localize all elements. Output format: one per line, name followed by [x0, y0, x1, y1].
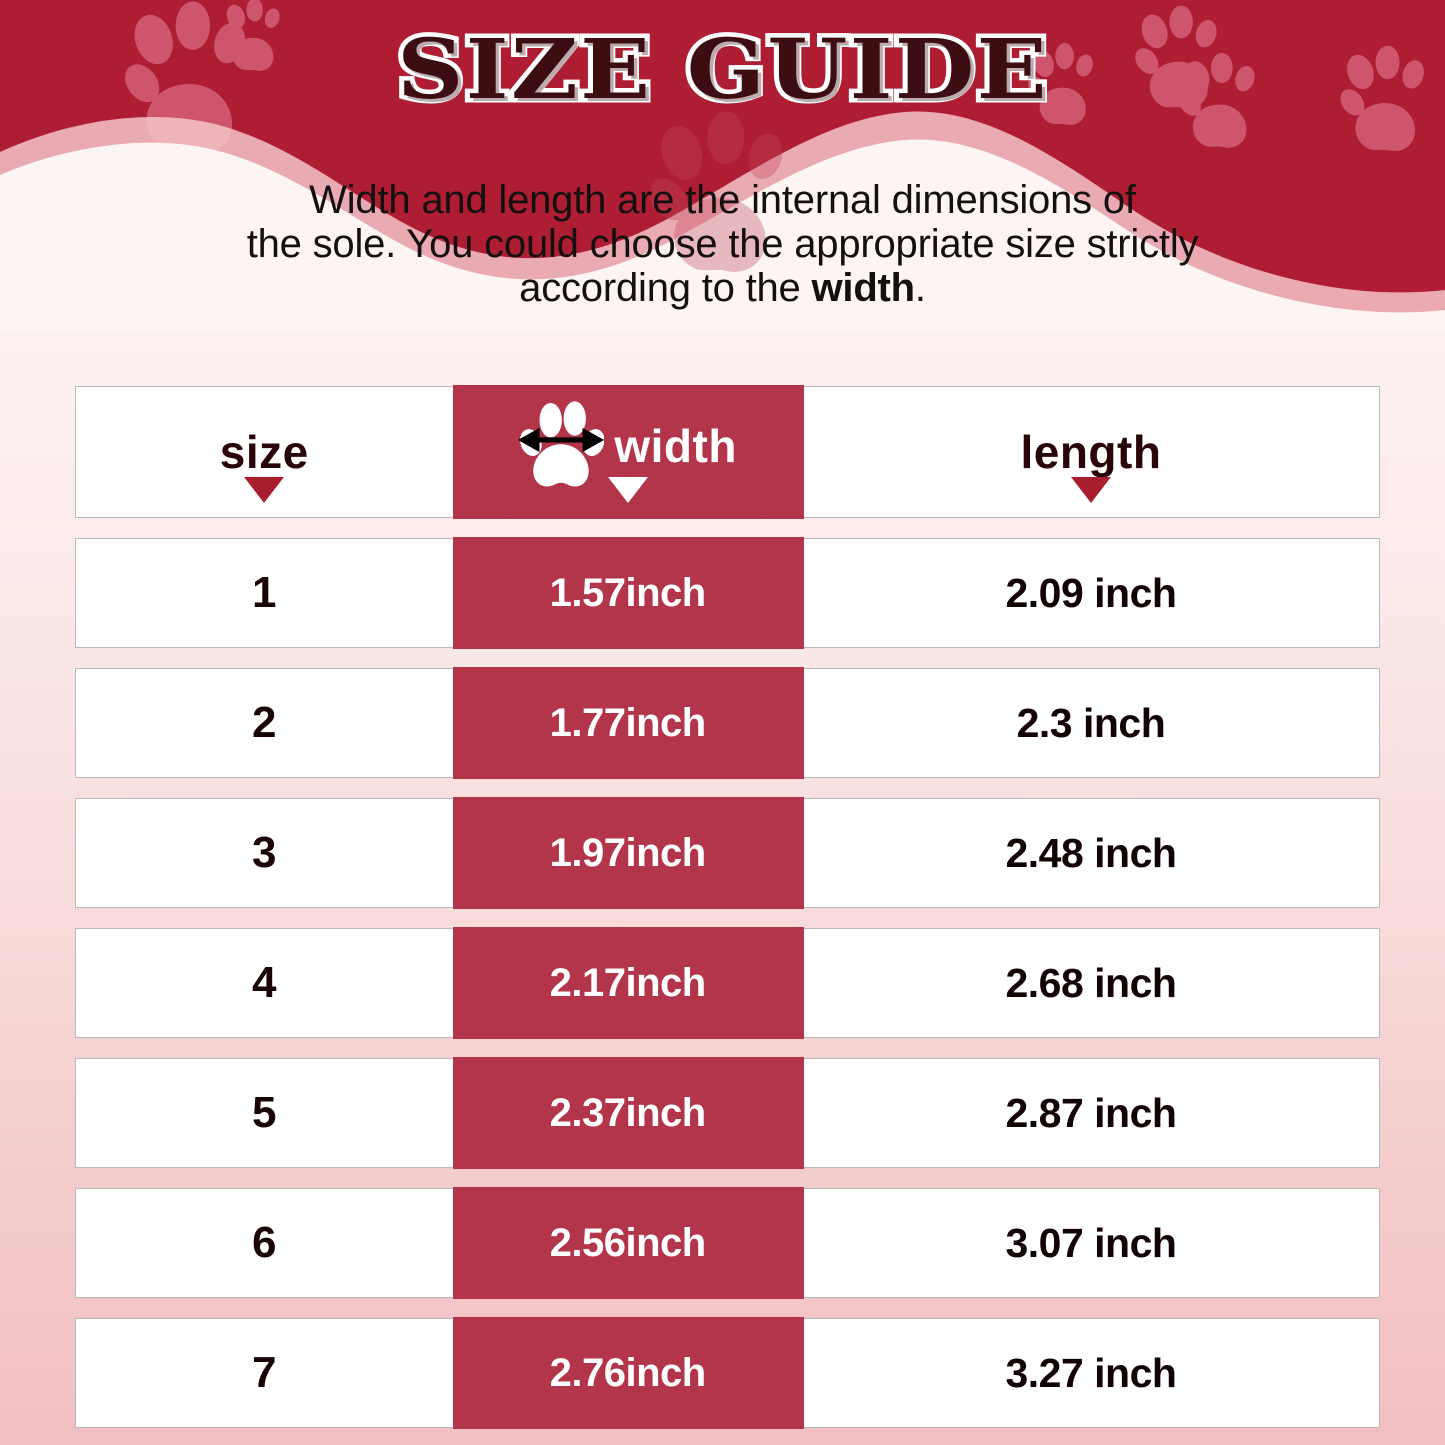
cell-size-value: 3 [251, 828, 277, 877]
cell-width: 1.97inch [452, 799, 802, 907]
table-row: 2 1.77inch 2.3 inch [75, 667, 1380, 779]
cell-length-value: 2.48 inch [1005, 829, 1177, 876]
paw-watermark [649, 111, 783, 272]
intro-line-3: according to the width. [0, 266, 1445, 310]
column-header-length[interactable]: length [803, 387, 1379, 517]
table-row: 6 2.56inch 3.07 inch [75, 1187, 1380, 1299]
cell-length-value: 2.87 inch [1005, 1089, 1177, 1136]
cell-width-value: 2.76inch [549, 1350, 707, 1395]
width-column-highlight [453, 797, 804, 909]
intro-line-3-prefix: according to the [519, 266, 812, 310]
table-body: 1 1.57inch 2.09 inch 2 1.77inch 2.3 inch 3 1.97… [75, 537, 1380, 1445]
intro-paragraph: Width and length are the internal dimens… [0, 178, 1445, 310]
cell-length-value: 3.07 inch [1005, 1219, 1177, 1266]
intro-emphasis-width: width [811, 266, 916, 310]
cell-size: 6 [76, 1189, 452, 1297]
cell-length-value: 2.68 inch [1005, 959, 1177, 1006]
table-row: 7 2.76inch 3.27 inch [75, 1317, 1380, 1429]
width-column-highlight [453, 1057, 804, 1169]
cell-width: 2.56inch [452, 1189, 802, 1297]
cell-size-value: 1 [251, 568, 277, 617]
width-column-highlight [453, 537, 804, 649]
cell-length: 3.27 inch [803, 1319, 1379, 1427]
cell-size-value: 4 [251, 958, 277, 1007]
cell-size-value: 2 [251, 698, 277, 747]
width-column-highlight [453, 667, 804, 779]
cell-width-value: 2.56inch [549, 1220, 707, 1265]
cell-length: 2.09 inch [803, 539, 1379, 647]
cell-width: 2.37inch [452, 1059, 802, 1167]
cell-size-value: 7 [251, 1348, 277, 1397]
intro-line-1: Width and length are the internal dimens… [309, 178, 1136, 222]
cell-width-value: 2.17inch [549, 960, 707, 1005]
paw-measure-icon [518, 401, 605, 487]
cell-width: 1.77inch [452, 669, 802, 777]
column-header-width[interactable]: width [452, 387, 802, 517]
size-table: size [75, 385, 1380, 1445]
column-header-size[interactable]: size [76, 387, 452, 517]
table-row: 3 1.97inch 2.48 inch [75, 797, 1380, 909]
cell-length-value: 2.09 inch [1005, 569, 1177, 616]
cell-size: 3 [76, 799, 452, 907]
intro-line-3-suffix: . [914, 266, 926, 310]
cell-size: 4 [76, 929, 452, 1037]
table-row: 1 1.57inch 2.09 inch [75, 537, 1380, 649]
page-title-wrapper: SIZE GUIDE [0, 18, 1445, 123]
cell-width: 2.76inch [452, 1319, 802, 1427]
table-header-row: size [75, 385, 1380, 519]
header-banner: SIZE GUIDE [0, 0, 1445, 330]
cell-length: 2.87 inch [803, 1059, 1379, 1167]
cell-width-value: 1.57inch [549, 570, 707, 615]
cell-length: 2.48 inch [803, 799, 1379, 907]
cell-length: 2.68 inch [803, 929, 1379, 1037]
column-header-length-label: length [1020, 426, 1162, 478]
cell-length: 3.07 inch [803, 1189, 1379, 1297]
cell-width-value: 2.37inch [549, 1090, 707, 1135]
table-row: 5 2.37inch 2.87 inch [75, 1057, 1380, 1169]
sort-indicator-size-icon [244, 477, 285, 503]
sort-indicator-width-icon [607, 477, 648, 503]
banner-background [0, 0, 1445, 330]
sort-indicator-length-icon [1070, 477, 1111, 503]
cell-width: 2.17inch [452, 929, 802, 1037]
cell-length-value: 3.27 inch [1005, 1349, 1177, 1396]
width-column-highlight [453, 1317, 804, 1429]
width-column-highlight [453, 1187, 804, 1299]
page-title: SIZE GUIDE [392, 18, 1052, 123]
intro-line-2: the sole. You could choose the appropria… [246, 222, 1199, 266]
column-header-width-label: width [614, 420, 737, 472]
column-header-size-label: size [219, 426, 309, 478]
cell-size: 1 [76, 539, 452, 647]
cell-width-value: 1.97inch [549, 830, 707, 875]
width-column-highlight [453, 927, 804, 1039]
table-row: 4 2.17inch 2.68 inch [75, 927, 1380, 1039]
cell-size-value: 6 [251, 1218, 277, 1267]
cell-length: 2.3 inch [803, 669, 1379, 777]
cell-size: 5 [76, 1059, 452, 1167]
cell-length-value: 2.3 inch [1016, 699, 1166, 746]
cell-width: 1.57inch [452, 539, 802, 647]
cell-size: 2 [76, 669, 452, 777]
cell-size-value: 5 [251, 1088, 277, 1137]
wave-inner [0, 139, 1445, 330]
column-header-width-inner: width [518, 401, 737, 491]
cell-size: 7 [76, 1319, 452, 1427]
cell-width-value: 1.77inch [549, 700, 707, 745]
